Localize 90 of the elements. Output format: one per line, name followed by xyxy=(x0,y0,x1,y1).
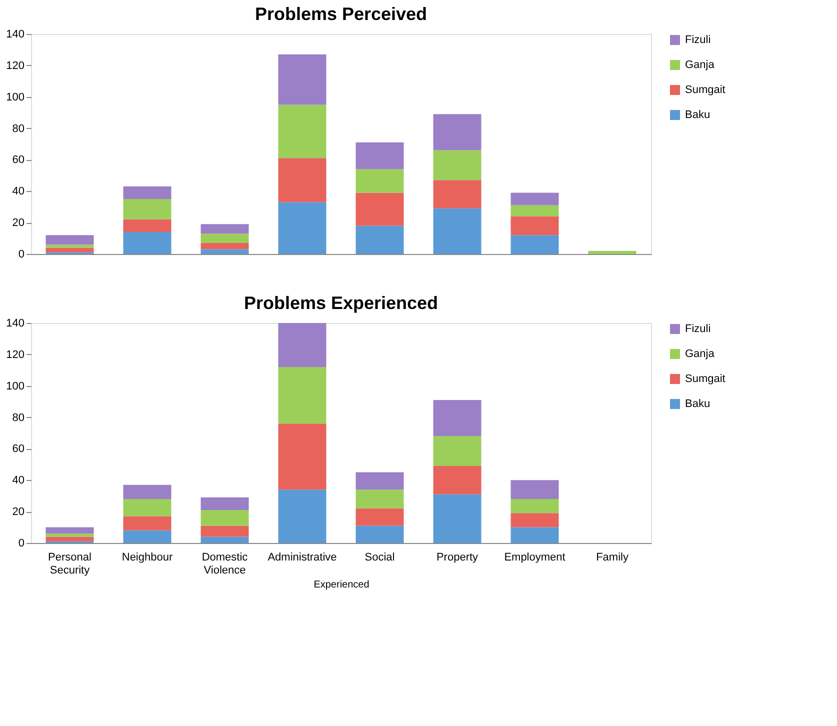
bar xyxy=(510,513,559,528)
bar xyxy=(200,243,249,250)
legend-label: Ganja xyxy=(685,59,716,71)
y-tick-label: 100 xyxy=(6,380,24,392)
bar xyxy=(433,180,482,208)
bar xyxy=(356,192,404,226)
y-tick-label: 0 xyxy=(18,248,24,260)
bar xyxy=(356,526,404,543)
bar xyxy=(356,490,404,508)
x-tick-label: Employment xyxy=(504,552,566,564)
legend-label: Fizuli xyxy=(685,323,711,335)
bar xyxy=(200,536,249,543)
bar xyxy=(433,208,482,254)
bar xyxy=(356,226,404,254)
bar xyxy=(46,527,94,534)
bar xyxy=(123,499,172,516)
chart-title: Problems Experienced xyxy=(244,293,438,313)
bar xyxy=(200,249,249,254)
bar xyxy=(46,235,94,245)
x-tick-label: Domestic Violence xyxy=(202,552,248,576)
y-tick-label: 100 xyxy=(6,91,24,104)
y-tick-label: 140 xyxy=(6,318,24,330)
bar xyxy=(510,235,559,254)
x-axis-title: Experienced xyxy=(314,580,370,590)
bar xyxy=(278,104,326,158)
bar xyxy=(123,516,172,530)
x-tick-label: Family xyxy=(596,552,629,564)
bar xyxy=(123,199,172,220)
bar xyxy=(356,472,404,490)
bar xyxy=(123,484,172,499)
y-tick-label: 60 xyxy=(12,443,24,456)
bar xyxy=(278,158,326,202)
legend-label: Sumgait xyxy=(685,373,726,385)
bar xyxy=(433,400,482,436)
x-tick-label: Property xyxy=(436,552,479,564)
bar xyxy=(278,490,326,543)
bar xyxy=(46,534,94,537)
bar xyxy=(200,224,249,234)
bar xyxy=(46,244,94,248)
bar xyxy=(278,367,326,424)
bar xyxy=(510,527,559,543)
y-tick-label: 80 xyxy=(12,122,24,135)
y-tick-label: 60 xyxy=(12,154,24,166)
y-tick-label: 20 xyxy=(12,506,24,518)
bar xyxy=(510,499,559,514)
bar xyxy=(200,510,249,526)
bar xyxy=(510,480,559,499)
bar xyxy=(433,436,482,466)
bar xyxy=(433,114,482,150)
y-tick-label: 120 xyxy=(6,348,24,361)
y-tick-label: 40 xyxy=(12,186,24,198)
bar xyxy=(278,323,326,367)
y-tick-label: 40 xyxy=(12,474,24,487)
bar xyxy=(46,248,94,252)
bar xyxy=(200,234,249,243)
x-tick-label: Social xyxy=(364,552,395,564)
legend-label: Baku xyxy=(685,398,710,410)
bar xyxy=(46,536,94,542)
y-tick-label: 0 xyxy=(18,538,24,550)
legend-label: Baku xyxy=(685,109,710,121)
bar xyxy=(200,497,249,510)
bar xyxy=(433,466,482,494)
legend-label: Fizuli xyxy=(685,34,711,46)
bar xyxy=(356,142,404,170)
bar xyxy=(510,192,559,206)
x-tick-label: Administrative xyxy=(268,552,337,564)
bar xyxy=(123,186,172,199)
bar xyxy=(123,232,172,254)
y-tick-label: 20 xyxy=(12,217,24,230)
y-tick-label: 120 xyxy=(6,60,24,72)
bar xyxy=(510,216,559,236)
y-tick-label: 80 xyxy=(12,412,24,424)
y-tick-label: 140 xyxy=(6,28,24,40)
bar xyxy=(278,54,326,105)
bar xyxy=(123,530,172,543)
x-tick-label: Neighbour xyxy=(122,552,173,564)
legend-label: Sumgait xyxy=(685,84,726,96)
bar xyxy=(433,150,482,180)
bar xyxy=(200,526,249,537)
chart-title: Problems Perceived xyxy=(254,4,428,24)
bar xyxy=(510,205,559,216)
legend-label: Ganja xyxy=(685,348,716,360)
x-tick-label: Personal Security xyxy=(48,552,92,576)
bar xyxy=(278,202,326,254)
bar xyxy=(433,494,482,543)
bar xyxy=(588,250,636,254)
bar xyxy=(123,219,172,232)
bar xyxy=(356,508,404,526)
bar xyxy=(278,424,326,490)
bar xyxy=(356,169,404,193)
